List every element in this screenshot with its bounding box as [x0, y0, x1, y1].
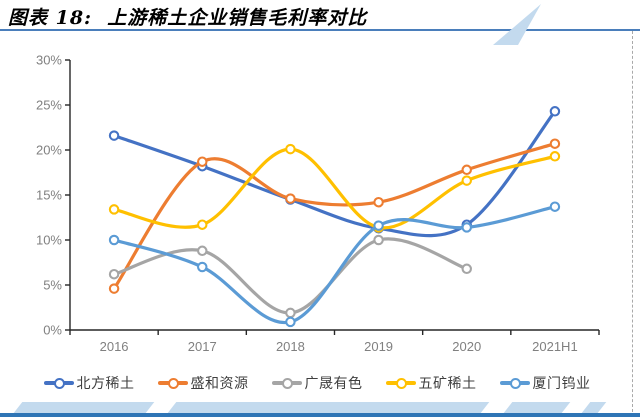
legend-circle-marker-icon: [509, 377, 521, 389]
y-tick-label: 20%: [36, 143, 62, 158]
legend-item-广晟有色: 广晟有色: [271, 373, 363, 393]
x-tick-label: 2021H1: [532, 339, 578, 354]
data-point-广晟有色: [108, 268, 120, 280]
legend-circle-marker-icon: [53, 377, 65, 389]
legend-label: 广晟有色: [304, 375, 363, 391]
y-tick-label: 5%: [43, 278, 62, 293]
legend-line-marker-icon: [499, 377, 530, 389]
data-point-广晟有色: [373, 234, 384, 246]
data-point-盛和资源: [108, 283, 120, 294]
data-point-五矿稀土: [461, 175, 472, 186]
decorative-band-segment: [167, 402, 490, 413]
legend-item-北方稀土: 北方稀土: [43, 373, 135, 393]
decorative-band-segment: [503, 402, 571, 413]
series-line-厦门钨业: [112, 205, 557, 325]
chart-legend: 北方稀土 盛和资源 广晟有色 五矿稀土 厦门钨业: [0, 373, 634, 393]
x-tick-label: 2020: [452, 339, 481, 354]
y-tick-label: 15%: [36, 188, 62, 203]
data-point-五矿稀土: [285, 143, 296, 155]
data-point-北方稀土: [108, 130, 120, 141]
figure-title: 图表 18: 上游稀土企业销售毛利率对比: [8, 7, 368, 29]
data-point-厦门钨业: [285, 316, 296, 328]
data-point-广晟有色: [461, 263, 472, 275]
title-underline-rule: [0, 29, 640, 31]
data-point-盛和资源: [549, 138, 561, 149]
y-tick-label: 10%: [36, 233, 62, 248]
data-point-五矿稀土: [549, 151, 561, 162]
x-tick-label: 2019: [364, 339, 393, 354]
decorative-band-segment: [581, 402, 607, 413]
y-tick-label: 30%: [36, 53, 62, 68]
decorative-band-segment: [13, 402, 155, 413]
legend-line-marker-icon: [43, 377, 74, 389]
legend-label: 盛和资源: [190, 375, 249, 391]
x-tick-label: 2018: [276, 339, 305, 354]
y-tick-label: 0%: [43, 323, 62, 338]
data-point-五矿稀土: [197, 219, 208, 230]
legend-line-marker-icon: [157, 377, 188, 389]
data-point-厦门钨业: [197, 261, 208, 273]
data-point-北方稀土: [549, 106, 561, 117]
chart-canvas: 0% 5% 10% 15% 20% 25% 30% 2016 2017 2018 2019 2020 2…: [36, 53, 600, 354]
footer-bar: [0, 413, 640, 417]
data-point-广晟有色: [197, 245, 208, 257]
legend-label: 北方稀土: [76, 375, 135, 391]
data-point-厦门钨业: [461, 222, 472, 233]
data-point-厦门钨业: [373, 220, 384, 231]
data-point-盛和资源: [373, 196, 384, 208]
page-right-dashed-border: [632, 31, 633, 417]
data-point-厦门钨业: [108, 234, 120, 246]
x-tick-label: 2016: [100, 339, 129, 354]
legend-item-厦门钨业: 厦门钨业: [499, 373, 591, 393]
data-point-厦门钨业: [549, 201, 561, 212]
legend-label: 厦门钨业: [532, 375, 591, 391]
y-tick-label: 25%: [36, 98, 62, 113]
data-point-广晟有色: [285, 307, 296, 319]
legend-circle-marker-icon: [167, 377, 179, 389]
legend-line-marker-icon: [271, 377, 302, 389]
x-tick-label: 2017: [188, 339, 217, 354]
legend-line-marker-icon: [385, 377, 416, 389]
legend-circle-marker-icon: [281, 377, 293, 389]
data-point-盛和资源: [197, 156, 208, 167]
line-chart: 0% 5% 10% 15% 20% 25% 30% 2016 2017 2018 2019 2020 2…: [0, 34, 640, 370]
legend-circle-marker-icon: [395, 377, 407, 389]
legend-label: 五矿稀土: [418, 375, 477, 391]
series-line-广晟有色: [112, 237, 469, 315]
data-point-五矿稀土: [108, 204, 120, 215]
legend-item-五矿稀土: 五矿稀土: [385, 373, 477, 393]
data-point-盛和资源: [285, 193, 296, 204]
legend-item-盛和资源: 盛和资源: [157, 373, 249, 393]
data-point-盛和资源: [461, 164, 472, 176]
